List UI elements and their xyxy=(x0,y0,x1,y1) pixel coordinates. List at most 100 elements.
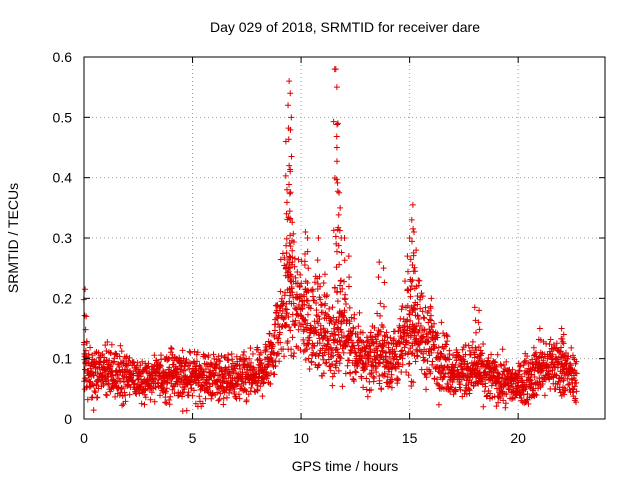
data-point xyxy=(495,370,502,377)
data-point xyxy=(193,351,200,358)
data-point xyxy=(333,346,340,353)
data-point xyxy=(447,388,454,395)
data-point xyxy=(246,355,253,362)
data-point xyxy=(412,306,419,313)
data-point xyxy=(377,300,384,307)
data-point xyxy=(312,324,319,331)
data-point xyxy=(297,271,304,278)
data-point xyxy=(404,351,411,358)
data-point xyxy=(330,352,337,359)
data-point xyxy=(281,289,288,296)
data-point xyxy=(412,268,419,275)
data-point xyxy=(256,356,263,363)
chart-title: Day 029 of 2018, SRMTID for receiver dar… xyxy=(210,19,480,35)
data-point xyxy=(457,381,464,388)
data-point xyxy=(343,342,350,349)
data-point xyxy=(142,394,149,401)
data-point xyxy=(408,216,415,223)
data-point xyxy=(274,320,281,327)
data-point xyxy=(92,389,99,396)
data-point xyxy=(231,385,238,392)
data-point xyxy=(303,297,310,304)
data-point xyxy=(407,317,414,324)
data-point xyxy=(526,384,533,391)
data-point xyxy=(191,348,198,355)
data-point xyxy=(363,375,370,382)
data-point xyxy=(397,340,404,347)
data-point xyxy=(102,342,109,349)
data-point xyxy=(360,384,367,391)
data-point xyxy=(425,338,432,345)
data-point xyxy=(122,398,129,405)
data-point xyxy=(109,369,116,376)
data-point xyxy=(475,319,482,326)
data-point xyxy=(476,326,483,333)
data-point xyxy=(315,313,322,320)
data-point xyxy=(341,235,348,241)
data-point xyxy=(90,407,97,414)
data-point xyxy=(352,368,359,375)
data-point xyxy=(142,386,149,393)
data-point xyxy=(418,290,425,297)
data-point xyxy=(346,357,353,364)
data-point xyxy=(483,371,490,378)
data-point xyxy=(406,310,413,317)
data-point xyxy=(116,353,123,360)
data-point xyxy=(304,297,311,304)
data-point xyxy=(420,327,427,334)
data-point xyxy=(257,383,264,390)
data-point xyxy=(105,377,112,384)
data-point xyxy=(351,311,358,318)
data-point xyxy=(301,301,308,308)
data-point xyxy=(536,325,543,332)
data-point xyxy=(287,189,294,196)
data-point xyxy=(561,352,568,359)
data-point xyxy=(287,166,294,173)
data-point xyxy=(414,353,421,360)
data-point xyxy=(381,279,388,286)
data-point xyxy=(459,346,466,353)
data-point xyxy=(287,327,294,334)
data-point xyxy=(444,338,451,345)
data-point xyxy=(107,349,114,356)
x-tick-label: 20 xyxy=(510,430,526,446)
data-point xyxy=(488,351,495,358)
data-point xyxy=(118,385,125,392)
data-point xyxy=(502,400,509,407)
data-point xyxy=(427,368,434,375)
data-point xyxy=(187,360,194,367)
data-point xyxy=(416,277,423,284)
data-point xyxy=(553,340,560,347)
data-point xyxy=(332,66,339,73)
data-point xyxy=(182,367,189,374)
data-point xyxy=(336,337,343,344)
data-point xyxy=(267,380,274,387)
data-point xyxy=(288,346,295,353)
data-point xyxy=(350,325,357,332)
axis-ticks xyxy=(83,56,605,420)
data-point xyxy=(167,393,174,400)
data-point xyxy=(295,326,302,333)
data-point xyxy=(277,339,284,346)
data-point xyxy=(388,359,395,366)
data-point xyxy=(421,356,428,363)
data-point xyxy=(94,394,101,401)
data-point xyxy=(148,389,155,396)
data-point xyxy=(367,329,374,336)
data-point xyxy=(321,315,328,322)
data-point xyxy=(271,371,278,378)
data-point xyxy=(196,393,203,400)
data-point xyxy=(405,361,412,368)
data-point xyxy=(141,401,148,408)
data-point xyxy=(387,360,394,367)
data-point xyxy=(399,303,406,310)
data-point xyxy=(313,312,320,319)
data-point xyxy=(338,277,345,284)
data-point xyxy=(307,305,314,312)
data-point xyxy=(360,339,367,346)
data-point xyxy=(283,300,290,307)
data-point xyxy=(374,348,381,355)
data-point xyxy=(521,358,528,365)
data-point xyxy=(566,360,573,367)
data-point xyxy=(373,338,380,345)
